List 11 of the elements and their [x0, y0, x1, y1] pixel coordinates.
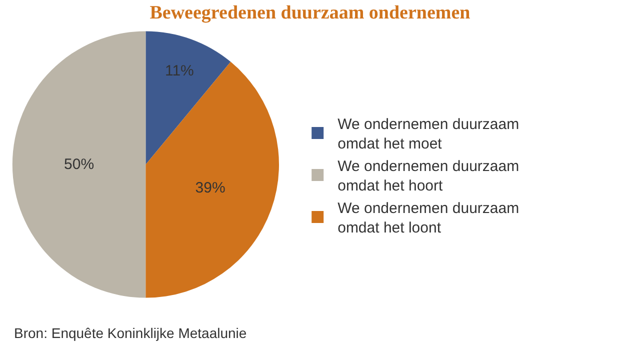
data-label: 50% [64, 156, 94, 173]
legend-label: We ondernemen duurzaam omdat het loont [338, 200, 520, 237]
legend-label: We ondernemen duurzaam omdat het moet [338, 116, 520, 153]
legend-label: We ondernemen duurzaam omdat het hoort [338, 158, 520, 195]
pie-slice [146, 31, 231, 164]
data-label: 11% [164, 62, 194, 80]
pie-slice [12, 31, 146, 298]
pie-slice [146, 62, 279, 298]
data-label: 39% [195, 179, 226, 196]
text: Bron: Enquête Koninklijke Metaalunie [14, 325, 247, 341]
chart-title: Beweegredenen duurzaam ondernemen [150, 2, 471, 24]
